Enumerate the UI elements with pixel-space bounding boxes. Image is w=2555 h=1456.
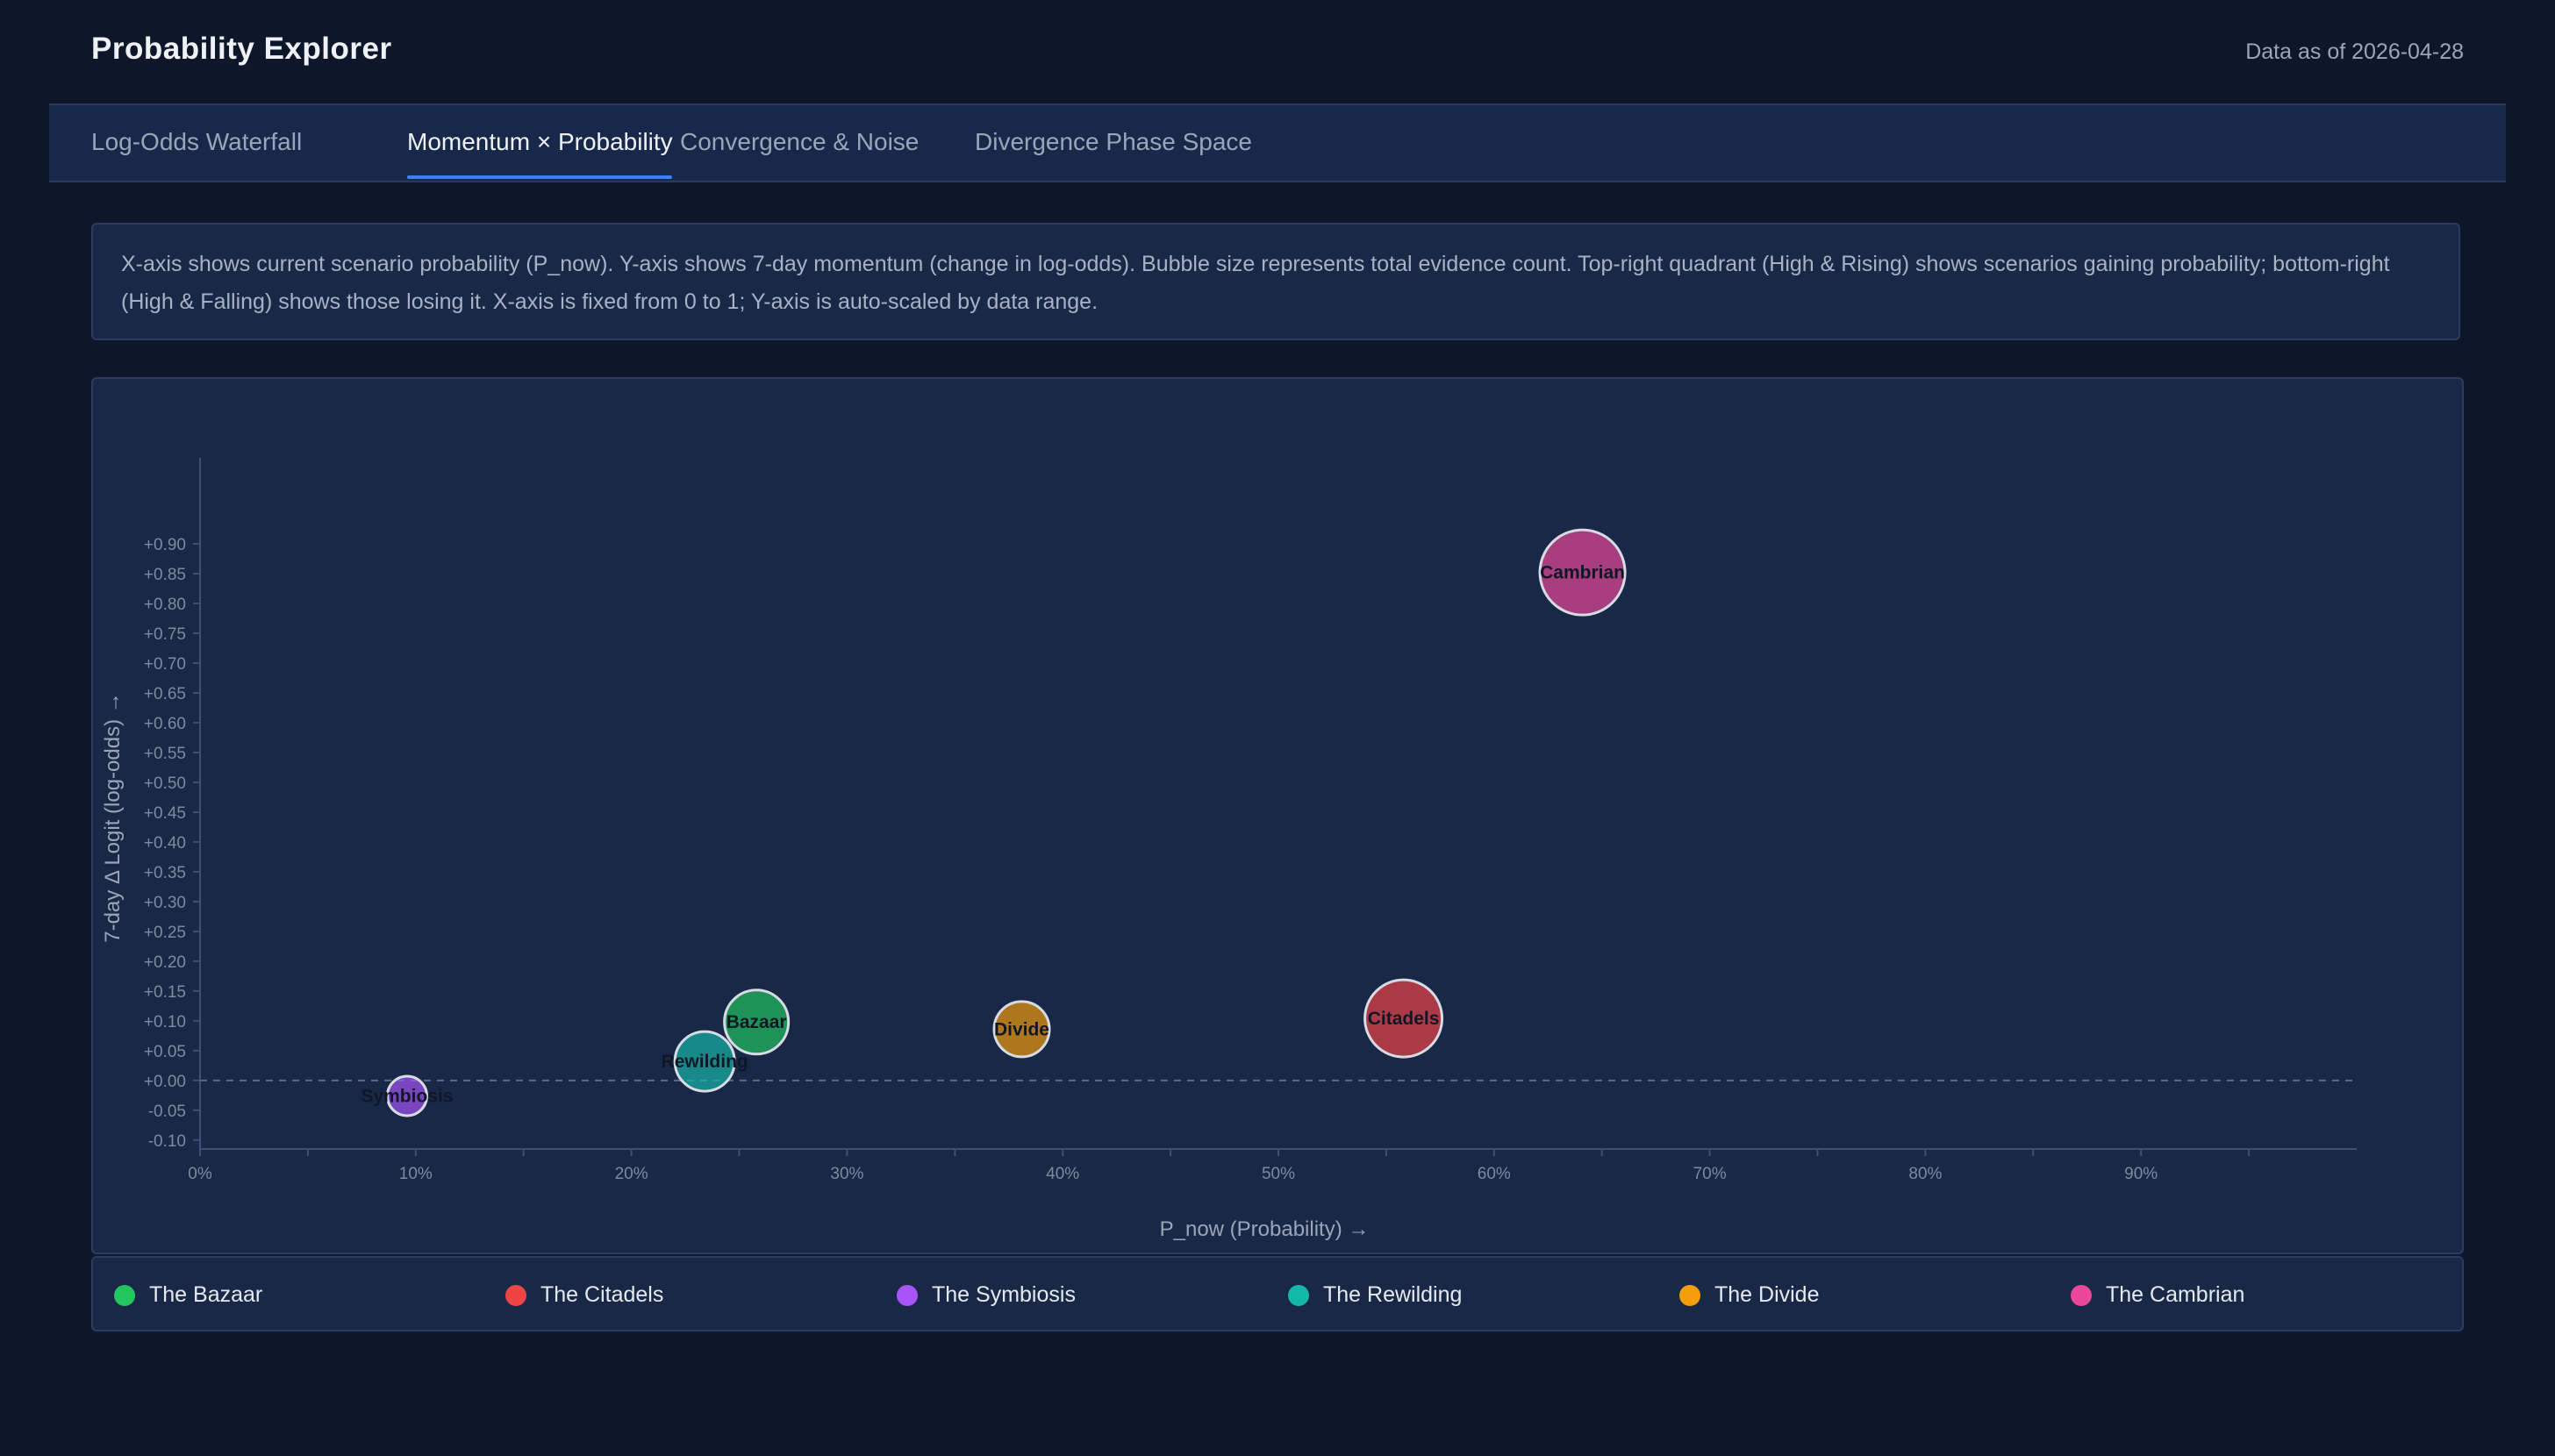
y-tick-label: +0.30 [144, 894, 186, 912]
y-tick-label: +0.55 [144, 745, 186, 763]
momentum-probability-chart: -0.10 -0.05 +0.00 +0.05 +0.10 +0.15 +0.20 +0.25… [101, 458, 2357, 1241]
x-tick-label: 90% [2124, 1165, 2158, 1183]
chart-legend: The Bazaar The Citadels The Symbiosis Th… [91, 1256, 2464, 1331]
legend-swatch [505, 1284, 526, 1306]
tab-momentum-probability[interactable]: Momentum × Probability [407, 128, 673, 155]
y-tick-label: -0.10 [148, 1132, 186, 1151]
bubble-label: Citadels [1368, 1009, 1440, 1029]
y-tick-label: +0.70 [144, 655, 186, 674]
y-tick-label: +0.40 [144, 834, 186, 853]
app-header: Probability Explorer Data as of 2026-04-… [91, 0, 2464, 103]
y-axis-label: 7-day Δ Logit (log-odds) → [101, 692, 125, 943]
y-tick-label: +0.45 [144, 804, 186, 823]
legend-swatch [897, 1284, 918, 1306]
x-tick-label: 30% [830, 1165, 863, 1183]
tab-convergence-noise[interactable]: Convergence & Noise [680, 128, 920, 155]
bubble-label: Cambrian [1540, 563, 1625, 583]
x-tick-label: 60% [1478, 1165, 1511, 1183]
y-tick-label: +0.80 [144, 596, 186, 614]
legend-label: The Citadels [540, 1282, 664, 1307]
x-tick-label: 80% [1908, 1165, 1942, 1183]
legend-item-rewilding: The Rewilding [1288, 1282, 1462, 1308]
y-tick-label: +0.15 [144, 983, 186, 1002]
y-tick-label: +0.90 [144, 536, 186, 554]
legend-item-bazaar: The Bazaar [114, 1282, 262, 1308]
y-tick-label: +0.75 [144, 625, 186, 644]
bubble-divide [992, 1000, 1051, 1059]
y-tick-label: +0.00 [144, 1073, 186, 1091]
y-tick-label: +0.60 [144, 715, 186, 733]
chart-panel: -0.10 -0.05 +0.00 +0.05 +0.10 +0.15 +0.20 +0.25… [91, 377, 2464, 1254]
y-tick-label: +0.25 [144, 924, 186, 942]
y-tick-label: -0.05 [148, 1103, 186, 1121]
legend-item-citadels: The Citadels [505, 1282, 663, 1308]
legend-swatch [2071, 1284, 2092, 1306]
bubble-label: Rewilding [662, 1052, 748, 1072]
legend-label: The Cambrian [2106, 1282, 2245, 1307]
bubble-rewilding [673, 1030, 736, 1093]
y-tick-label: +0.65 [144, 685, 186, 703]
y-tick-label: +0.85 [144, 566, 186, 584]
legend-swatch [1679, 1284, 1700, 1306]
data-as-of-label: Data as of 2026-04-28 [2245, 39, 2464, 64]
y-tick-label: +0.10 [144, 1013, 186, 1031]
tab-bar: Log-Odds Waterfall Momentum × Probabilit… [49, 103, 2506, 182]
y-tick-label: +0.20 [144, 953, 186, 972]
bubble-label: Divide [994, 1019, 1049, 1039]
x-tick-label: 40% [1046, 1165, 1079, 1183]
bubble-label: Bazaar [726, 1012, 787, 1032]
bubble-citadels [1363, 978, 1444, 1059]
bubble-label: Symbiosis [361, 1086, 453, 1106]
legend-label: The Bazaar [149, 1282, 263, 1307]
legend-swatch [1288, 1284, 1309, 1306]
legend-swatch [114, 1284, 135, 1306]
y-tick-label: +0.35 [144, 864, 186, 882]
bubble-symbiosis [385, 1074, 428, 1117]
tab-log-odds-waterfall[interactable]: Log-Odds Waterfall [91, 128, 303, 155]
x-tick-label: 70% [1693, 1165, 1727, 1183]
legend-item-divide: The Divide [1679, 1282, 1820, 1308]
legend-label: The Rewilding [1323, 1282, 1463, 1307]
bubble-bazaar [723, 989, 791, 1056]
bubble-cambrian [1538, 528, 1627, 617]
tab-divergence-phase-space[interactable]: Divergence Phase Space [975, 128, 1252, 155]
x-tick-label: 10% [399, 1165, 433, 1183]
x-tick-label: 0% [188, 1165, 212, 1183]
legend-label: The Symbiosis [932, 1282, 1076, 1307]
y-tick-label: +0.05 [144, 1043, 186, 1061]
legend-item-symbiosis: The Symbiosis [897, 1282, 1076, 1308]
active-tab-indicator [407, 175, 672, 179]
x-tick-label: 50% [1262, 1165, 1295, 1183]
legend-label: The Divide [1714, 1282, 1820, 1307]
y-tick-label: +0.50 [144, 774, 186, 793]
chart-description: X-axis shows current scenario probabilit… [91, 223, 2460, 340]
x-tick-label: 20% [615, 1165, 648, 1183]
x-axis-label: P_now (Probability) → [1160, 1217, 1370, 1241]
app-title: Probability Explorer [91, 32, 392, 66]
legend-item-cambrian: The Cambrian [2071, 1282, 2244, 1308]
